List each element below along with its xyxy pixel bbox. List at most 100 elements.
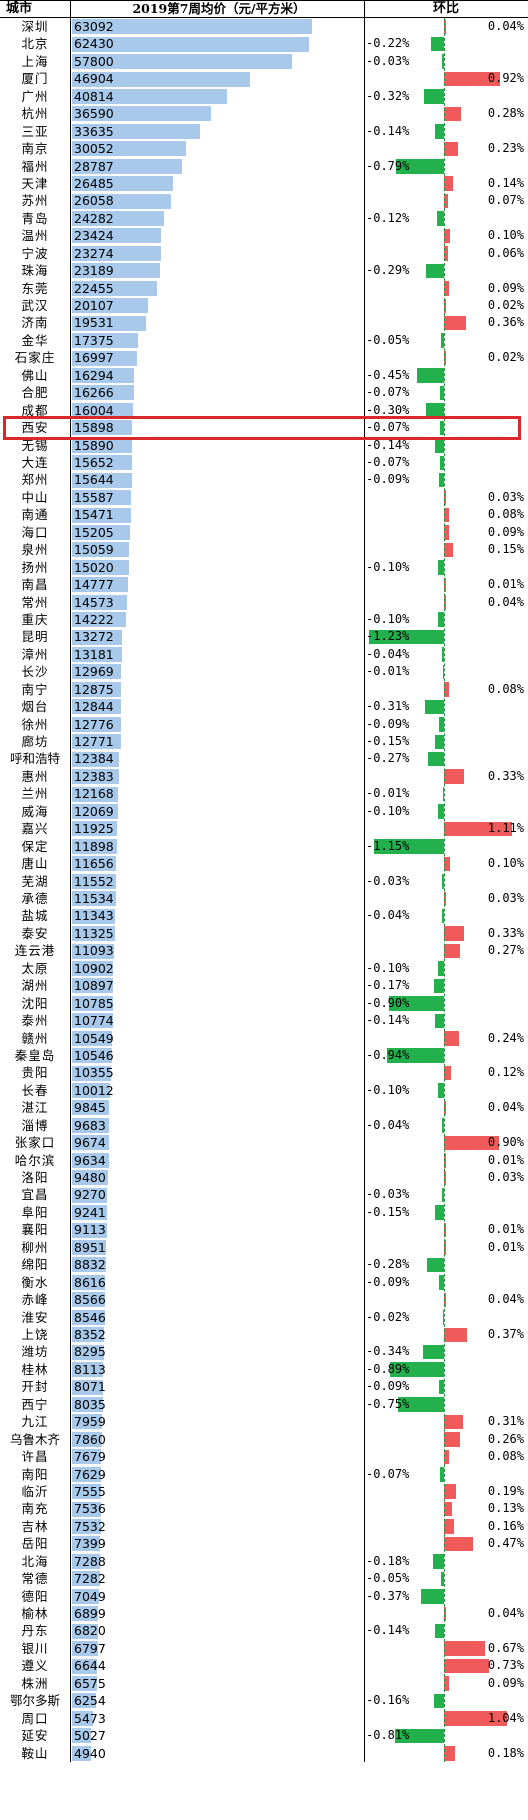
change-bar xyxy=(444,71,501,87)
price-value: 8295 xyxy=(74,1344,106,1360)
change-label: 0.67% xyxy=(487,1640,524,1655)
table-row: 赤峰 8566 0.04% xyxy=(0,1291,528,1308)
price-bar xyxy=(72,1536,101,1552)
price-value: 10355 xyxy=(74,1065,114,1081)
price-value: 14777 xyxy=(74,577,114,593)
price-value: 4940 xyxy=(74,1745,106,1761)
city-label: 石家庄 xyxy=(14,350,56,366)
price-value: 11343 xyxy=(74,908,114,924)
table-row: 德阳 7049 -0.37% xyxy=(0,1588,528,1605)
change-bar xyxy=(427,751,444,767)
table-row: 郑州 15644 -0.09% xyxy=(0,471,528,488)
change-bar xyxy=(434,1693,444,1709)
table-row: 鞍山 4940 0.18% xyxy=(0,1745,528,1762)
table-row: 呼和浩特 12384 -0.27% xyxy=(0,750,528,767)
price-bar xyxy=(72,1187,108,1203)
change-label: 0.19% xyxy=(487,1483,524,1498)
table-row: 乌鲁木齐 7860 0.26% xyxy=(0,1431,528,1448)
city-label: 九江 xyxy=(21,1414,49,1430)
price-value: 8832 xyxy=(74,1257,106,1273)
price-value: 9683 xyxy=(74,1117,106,1133)
change-bar xyxy=(394,1728,444,1744)
change-label: 0.04% xyxy=(487,1292,524,1307)
price-bar xyxy=(72,1030,113,1046)
city-label: 承德 xyxy=(21,891,49,906)
change-bar xyxy=(439,1467,444,1482)
price-value: 15471 xyxy=(74,507,114,523)
city-label: 厦门 xyxy=(21,71,49,87)
change-bar xyxy=(440,1571,444,1587)
change-label: -0.09% xyxy=(366,472,410,487)
change-label: -0.89% xyxy=(366,1361,410,1376)
table-row: 吉林 7532 0.16% xyxy=(0,1518,528,1535)
city-label: 苏州 xyxy=(21,193,49,209)
table-row: 银川 6797 0.67% xyxy=(0,1640,528,1657)
change-bar xyxy=(435,1013,444,1029)
price-value: 24282 xyxy=(74,210,114,226)
price-bar xyxy=(72,280,158,296)
price-bar xyxy=(72,1710,93,1726)
price-value: 15644 xyxy=(74,472,114,488)
city-label: 济南 xyxy=(21,315,49,331)
price-bar xyxy=(72,1431,102,1447)
change-label: -0.18% xyxy=(366,1553,410,1568)
change-bar xyxy=(425,699,444,715)
price-bar xyxy=(72,1396,103,1412)
change-label: 1.11% xyxy=(487,821,524,836)
table-row: 武汉 20107 0.02% xyxy=(0,297,528,314)
change-label: -0.16% xyxy=(366,1693,410,1708)
price-value: 30052 xyxy=(74,141,114,157)
table-row: 天津 26485 0.14% xyxy=(0,175,528,192)
price-value: 13181 xyxy=(74,646,114,662)
price-bar xyxy=(72,1309,105,1325)
table-row: 湛江 9845 0.04% xyxy=(0,1099,528,1116)
change-label: -0.10% xyxy=(366,559,410,574)
change-label: -0.12% xyxy=(366,210,410,225)
city-label: 许昌 xyxy=(21,1449,49,1465)
price-bar xyxy=(72,943,115,959)
table-row: 绵阳 8832 -0.28% xyxy=(0,1256,528,1273)
change-label: -0.09% xyxy=(366,1379,410,1394)
table-row: 烟台 12844 -0.31% xyxy=(0,698,528,715)
change-label: -0.28% xyxy=(366,1257,410,1272)
change-label: 0.01% xyxy=(487,1239,524,1254)
change-bar xyxy=(444,1519,454,1534)
change-label: 0.04% xyxy=(487,1606,524,1621)
price-value: 15020 xyxy=(74,559,114,575)
table-row: 南昌 14777 0.01% xyxy=(0,576,528,593)
table-row: 惠州 12383 0.33% xyxy=(0,768,528,785)
city-label: 张家口 xyxy=(14,1135,56,1151)
change-bar xyxy=(438,472,444,488)
price-bar xyxy=(72,141,187,157)
price-value: 6254 xyxy=(74,1693,106,1709)
table-row: 襄阳 9113 0.01% xyxy=(0,1221,528,1238)
change-bar xyxy=(444,228,451,244)
change-label: 0.09% xyxy=(487,280,524,295)
change-label: -0.30% xyxy=(366,402,410,417)
price-value: 7860 xyxy=(74,1431,106,1447)
city-label: 德阳 xyxy=(21,1588,49,1604)
city-label: 岳阳 xyxy=(21,1536,49,1552)
price-bar xyxy=(72,1588,99,1604)
highlight-box xyxy=(3,416,521,440)
price-value: 16997 xyxy=(74,350,114,366)
price-bar xyxy=(72,245,161,261)
price-value: 12969 xyxy=(74,664,114,680)
city-label: 惠州 xyxy=(21,768,49,784)
change-bar xyxy=(444,193,449,209)
change-bar xyxy=(423,1344,444,1360)
city-label: 鞍山 xyxy=(21,1745,49,1761)
city-label: 银川 xyxy=(21,1640,49,1656)
price-bar xyxy=(72,315,147,331)
price-value: 11552 xyxy=(74,873,114,889)
table-row: 成都 16004 -0.30% xyxy=(0,402,528,419)
change-label: -0.37% xyxy=(366,1588,410,1603)
change-bar xyxy=(434,1205,444,1220)
change-bar xyxy=(444,1484,456,1499)
price-value: 12776 xyxy=(74,716,114,732)
city-label: 保定 xyxy=(21,838,49,854)
change-label: 0.26% xyxy=(487,1431,524,1446)
price-value: 7555 xyxy=(74,1483,106,1499)
column-divider xyxy=(364,0,365,1762)
city-label: 衡水 xyxy=(21,1274,49,1290)
